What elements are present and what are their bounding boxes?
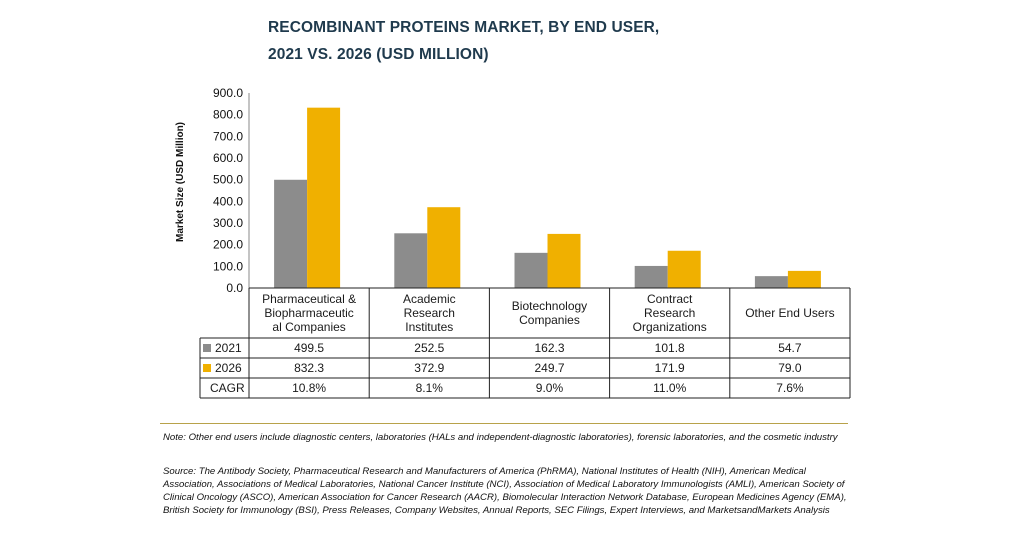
category-label-line: Institutes bbox=[405, 320, 454, 334]
y-tick-label: 200.0 bbox=[213, 238, 243, 252]
bar-2021 bbox=[514, 252, 548, 288]
y-tick-label: 800.0 bbox=[213, 108, 243, 122]
cagr-value: 9.0% bbox=[535, 381, 564, 395]
cagr-value: 7.6% bbox=[776, 381, 804, 395]
chart-title-line1: RECOMBINANT PROTEINS MARKET, BY END USER… bbox=[268, 19, 660, 36]
bar-2026 bbox=[547, 233, 581, 288]
data-label-2026: 832.3 bbox=[294, 361, 325, 375]
y-tick-label: 900.0 bbox=[213, 86, 243, 100]
category-label-line: al Companies bbox=[272, 320, 346, 334]
chart-title-line2: 2021 VS. 2026 (USD MILLION) bbox=[268, 46, 489, 63]
data-label-2026: 372.9 bbox=[414, 361, 445, 375]
data-label-2021: 162.3 bbox=[534, 341, 565, 355]
category-label: Biotechnology Companies bbox=[489, 288, 609, 338]
category-label: Academic Research Institutes bbox=[369, 288, 489, 338]
bar-2021 bbox=[754, 276, 788, 288]
y-tick-label: 600.0 bbox=[213, 151, 243, 165]
bar-2026 bbox=[307, 107, 341, 288]
category-label-line: Companies bbox=[519, 313, 580, 327]
bar-2026 bbox=[427, 207, 461, 288]
category-label-line: Other End Users bbox=[745, 306, 835, 320]
category-label: Pharmaceutical & Biopharmaceutic al Compan… bbox=[249, 288, 369, 338]
y-tick-label: 400.0 bbox=[213, 194, 243, 208]
data-label-2021: 499.5 bbox=[294, 341, 325, 355]
bar-2021 bbox=[634, 265, 668, 288]
y-tick-label: 0.0 bbox=[226, 281, 243, 295]
source-note: Source: The Antibody Society, Pharmaceut… bbox=[163, 466, 847, 516]
bar-2026 bbox=[667, 250, 701, 288]
legend-label: 2026 bbox=[215, 361, 242, 375]
legend-2026: 2026 bbox=[203, 358, 242, 378]
data-label-2026: 79.0 bbox=[778, 361, 802, 375]
cagr-value: 10.8% bbox=[292, 381, 327, 395]
bar-2026 bbox=[787, 270, 821, 288]
y-tick-label: 700.0 bbox=[213, 129, 243, 143]
category-label-line: Organizations bbox=[632, 320, 707, 334]
bar-2021 bbox=[274, 179, 308, 288]
y-tick-label: 100.0 bbox=[213, 259, 243, 273]
data-label-2021: 101.8 bbox=[654, 341, 685, 355]
cagr-value: 8.1% bbox=[415, 381, 443, 395]
legend-swatch bbox=[203, 344, 211, 352]
chart-title: RECOMBINANT PROTEINS MARKET, BY END USER… bbox=[268, 14, 659, 68]
y-tick-label: 300.0 bbox=[213, 216, 243, 230]
data-label-2021: 252.5 bbox=[414, 341, 445, 355]
category-label-line: Biopharmaceutic bbox=[264, 306, 354, 320]
category-label: Other End Users bbox=[730, 288, 850, 338]
cagr-row-label: CAGR bbox=[210, 381, 245, 395]
y-axis-label: Market Size (USD Million) bbox=[175, 122, 186, 242]
legend-swatch bbox=[203, 364, 211, 372]
legend-label: 2021 bbox=[215, 341, 242, 355]
divider-rule bbox=[160, 423, 848, 424]
category-label-line: Academic bbox=[402, 292, 456, 306]
data-label-2026: 171.9 bbox=[654, 361, 685, 375]
footnote: Note: Other end users include diagnostic… bbox=[163, 432, 838, 443]
data-label-2021: 54.7 bbox=[778, 341, 802, 355]
cagr-value: 11.0% bbox=[653, 381, 687, 395]
category-label-line: Contract bbox=[647, 292, 693, 306]
y-tick-label: 500.0 bbox=[213, 173, 243, 187]
legend-2021: 2021 bbox=[203, 338, 242, 358]
bar-2021 bbox=[394, 233, 428, 288]
data-label-2026: 249.7 bbox=[534, 361, 565, 375]
category-label-line: Research bbox=[644, 306, 696, 320]
category-label: Contract Research Organizations bbox=[610, 288, 730, 338]
category-label-line: Research bbox=[403, 306, 455, 320]
category-label-line: Pharmaceutical & bbox=[262, 292, 357, 306]
category-label-line: Biotechnology bbox=[511, 299, 588, 313]
